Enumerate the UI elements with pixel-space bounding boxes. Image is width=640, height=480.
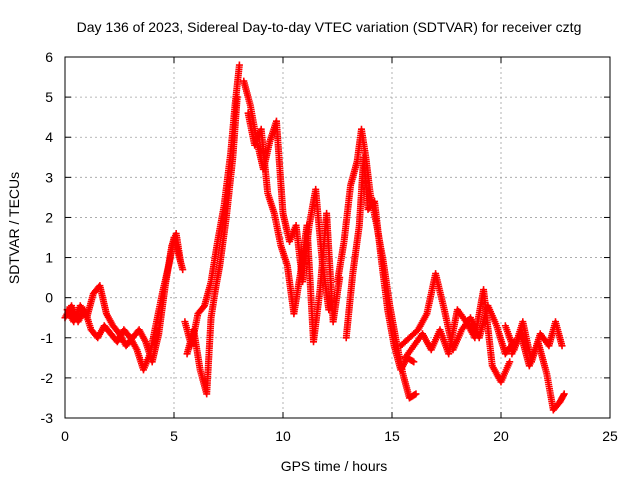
- x-tick-label: 0: [61, 428, 69, 444]
- series-sat-l: [508, 330, 568, 414]
- axis-ticks: 0 5 10 15 20 25 -3 -2 -1 0 1 2 3 4 5 6: [41, 49, 618, 444]
- data-point-marker: [412, 390, 420, 398]
- x-tick-label: 5: [170, 428, 178, 444]
- series-sat-d: [183, 93, 241, 398]
- x-tick-label: 20: [493, 428, 509, 444]
- data-series: [61, 61, 568, 414]
- data-point-marker: [179, 266, 187, 274]
- series-sat-f: [244, 109, 344, 346]
- series-sat-b: [63, 229, 185, 366]
- y-tick-label: 0: [45, 290, 53, 306]
- x-axis-label: GPS time / hours: [281, 458, 388, 474]
- plot-frame: [64, 56, 611, 419]
- x-tick-label: 25: [602, 428, 618, 444]
- x-tick-label: 10: [275, 428, 291, 444]
- y-tick-label: 4: [45, 129, 53, 145]
- y-tick-label: 3: [45, 169, 53, 185]
- y-tick-label: 6: [45, 49, 53, 65]
- data-point-marker: [560, 390, 568, 398]
- data-point-marker: [558, 342, 566, 350]
- data-point-marker: [177, 258, 185, 266]
- y-tick-label: -2: [41, 370, 54, 386]
- chart-title: Day 136 of 2023, Sidereal Day-to-day VTE…: [77, 19, 582, 35]
- y-tick-label: 2: [45, 209, 53, 225]
- y-tick-label: -1: [41, 330, 54, 346]
- y-tick-label: -3: [41, 410, 54, 426]
- data-point-marker: [506, 358, 514, 366]
- series-sat-h: [342, 153, 418, 374]
- y-tick-label: 5: [45, 89, 53, 105]
- data-point-marker: [235, 61, 243, 69]
- y-axis-label: SDTVAR / TECUs: [6, 172, 22, 284]
- data-point-marker: [233, 93, 241, 101]
- x-tick-label: 15: [384, 428, 400, 444]
- y-tick-label: 1: [45, 250, 53, 266]
- series-sat-j: [401, 286, 514, 386]
- data-point-marker: [410, 358, 418, 366]
